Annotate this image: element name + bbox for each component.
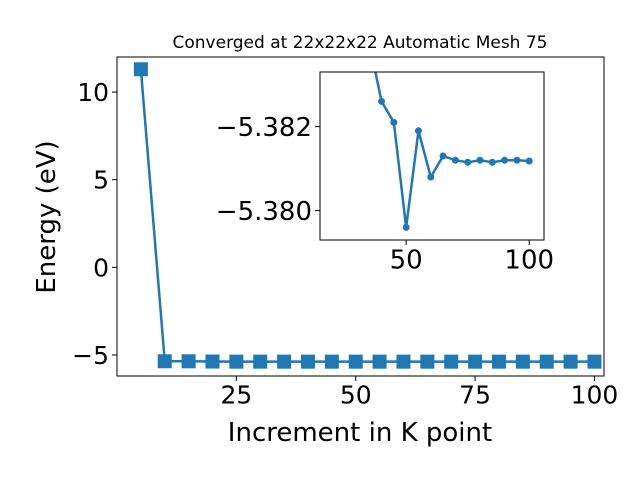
inset-data-point <box>488 158 496 166</box>
main-data-point <box>229 354 244 369</box>
main-y-tick-label: −5 <box>72 341 109 370</box>
inset-data-point <box>464 158 472 166</box>
main-x-tick-label: 50 <box>340 381 372 410</box>
inset-data-point <box>501 156 509 164</box>
main-data-point <box>205 354 220 369</box>
main-frame <box>116 56 605 377</box>
main-x-tick-label: 100 <box>571 381 619 410</box>
inset-data-point <box>525 157 533 165</box>
main-data-point <box>181 354 196 369</box>
inset-series <box>374 72 533 231</box>
y-axis-label: Energy (eV) <box>32 140 62 293</box>
main-data-point <box>396 354 411 369</box>
main-data-point <box>491 354 506 369</box>
chart-title: Converged at 22x22x22 Automatic Mesh 75 <box>173 33 548 53</box>
inset-x-tick-label: 100 <box>504 245 554 275</box>
main-data-point <box>468 354 483 369</box>
main-data-point <box>253 354 268 369</box>
x-axis-label: Increment in K point <box>228 418 492 448</box>
inset-x-tick-label: 50 <box>390 245 423 275</box>
main-data-point <box>444 354 459 369</box>
main-data-point <box>587 354 602 369</box>
main-data-point <box>420 354 435 369</box>
main-data-point <box>133 62 148 77</box>
main-data-point <box>348 354 363 369</box>
inset-plot: 50 100 −5.382 −5.380 <box>216 71 554 275</box>
inset-data-point <box>476 156 484 164</box>
inset-data-point <box>402 223 410 231</box>
main-y-tick-label: 0 <box>93 253 109 282</box>
inset-y-tick-label: −5.380 <box>216 197 312 227</box>
main-data-point <box>277 354 292 369</box>
main-y-tick-label: 10 <box>77 78 109 107</box>
inset-data-point <box>378 97 386 105</box>
inset-data-point <box>414 127 422 135</box>
main-data-point <box>515 354 530 369</box>
main-data-point <box>539 354 554 369</box>
main-x-tick-label: 75 <box>459 381 491 410</box>
main-x-tick-label: 25 <box>220 381 252 410</box>
main-data-point <box>372 354 387 369</box>
inset-data-point <box>427 173 435 181</box>
main-series <box>133 62 602 369</box>
inset-data-point <box>439 152 447 160</box>
inset-plot-area <box>320 72 544 240</box>
main-data-point <box>563 354 578 369</box>
main-y-tick-label: 5 <box>93 166 109 195</box>
main-data-point <box>157 354 172 369</box>
inset-data-point <box>390 118 398 126</box>
inset-frame <box>319 71 545 241</box>
inset-y-tick-label: −5.382 <box>216 113 312 143</box>
main-data-point <box>324 354 339 369</box>
inset-data-point <box>513 156 521 164</box>
inset-data-point <box>451 156 459 164</box>
main-data-point <box>300 354 315 369</box>
